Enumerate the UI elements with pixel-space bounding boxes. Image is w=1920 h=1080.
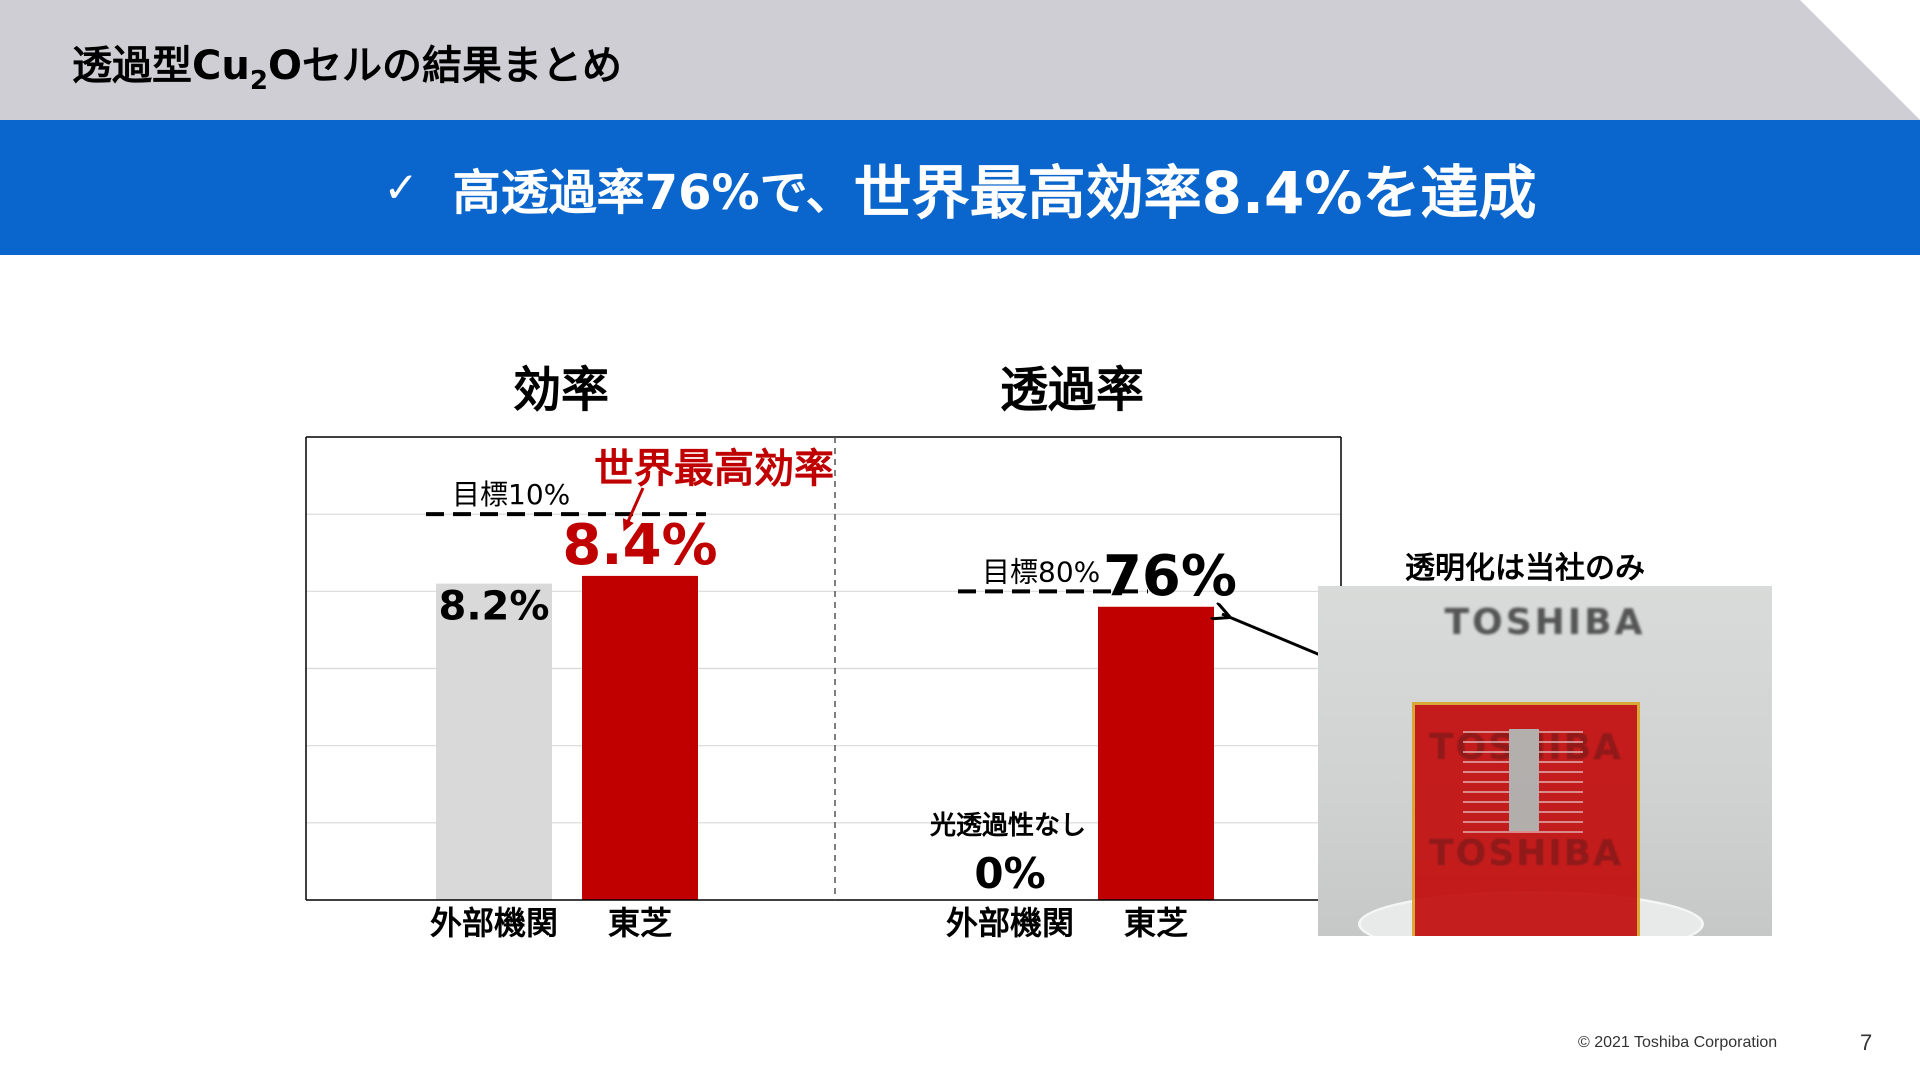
photo-logo-text: TOSHIBA [1444, 602, 1646, 643]
target-label-0: 目標10% [452, 478, 570, 511]
annotation-0: 世界最高効率 [594, 446, 834, 492]
check-icon: ✓ [383, 163, 419, 212]
device-photo: TOSHIBA TOSHIBA TOSHIBA [1318, 586, 1772, 936]
summary-banner: ✓ 高透過率76%で、 世界最高効率8.4%を達成 [0, 120, 1920, 255]
banner-text-transmittance: 高透過率76%で、 [452, 164, 854, 221]
cell-center-strip [1509, 729, 1539, 831]
value-label-0-0: 8.2% [439, 584, 550, 630]
value-label-0-1: 8.4% [562, 513, 717, 578]
copyright: © 2021 Toshiba Corporation [1578, 1034, 1778, 1051]
bar-0-1 [582, 575, 698, 900]
page-title-post: Oセルの結果まとめ [267, 43, 622, 89]
page-title: 透過型Cu2Oセルの結果まとめ [72, 43, 622, 94]
value-label-1-1: 76% [1103, 544, 1237, 609]
chart-title-efficiency: 効率 [513, 362, 610, 418]
callout-arrow-red [622, 487, 645, 532]
page-number: 7 [1860, 1030, 1873, 1055]
category-label-1-1: 東芝 [1124, 904, 1188, 942]
title-bar-corner [1800, 0, 1920, 120]
bar-0-0 [436, 583, 552, 900]
transparent-cell: TOSHIBA TOSHIBA [1412, 702, 1640, 936]
page-title-pre: 透過型Cu [72, 43, 250, 89]
target-label-1: 目標80% [982, 555, 1100, 588]
bar-1-1 [1098, 606, 1214, 900]
photo-logo-text-through-cell-lower: TOSHIBA [1429, 833, 1623, 874]
category-label-0-1: 東芝 [608, 904, 672, 942]
photo-caption: 透明化は当社のみ [1405, 551, 1645, 586]
value-label-1-0: 0% [974, 849, 1045, 898]
chart-title-transmittance: 透過率 [1000, 362, 1145, 418]
callout-arrow-photo [1222, 614, 1326, 659]
banner-text-efficiency: 世界最高効率8.4%を達成 [853, 158, 1537, 227]
category-label-1-0: 外部機関 [946, 904, 1074, 942]
category-label-0-0: 外部機関 [430, 904, 558, 942]
annotation-1: 光透過性なし [929, 811, 1086, 841]
page-title-subscript: 2 [249, 66, 268, 96]
title-bar [0, 0, 1920, 120]
